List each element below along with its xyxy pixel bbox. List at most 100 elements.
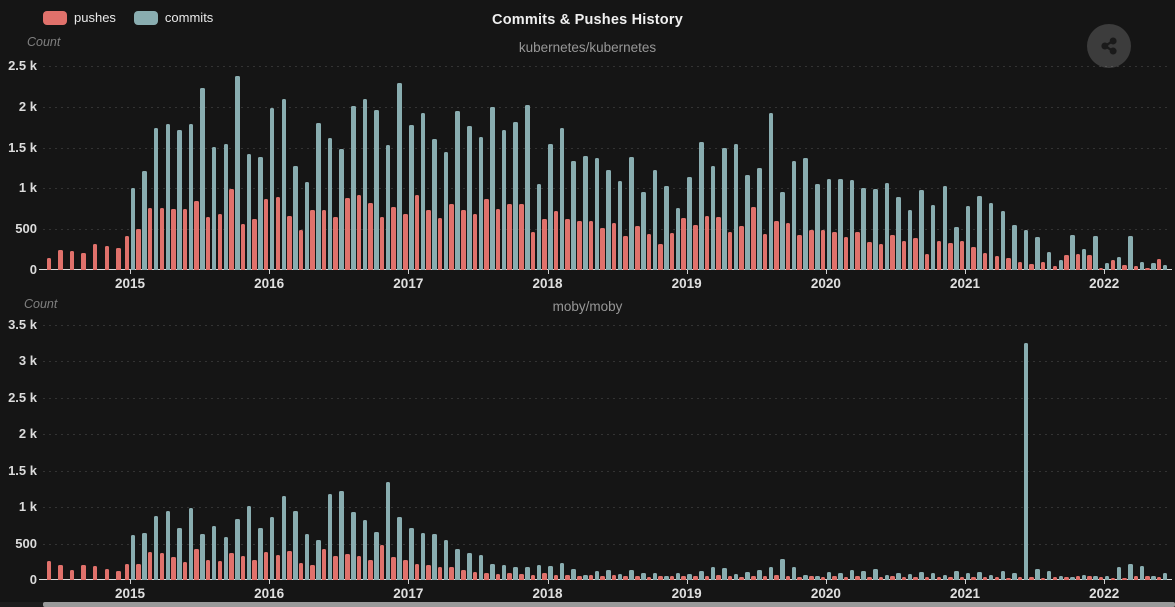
- bar-pushes: [948, 242, 953, 270]
- bar-commits: [826, 571, 832, 580]
- bar-pushes: [104, 245, 110, 270]
- bar-pushes: [751, 206, 756, 270]
- bar-commits: [606, 570, 611, 580]
- bar-pushes: [635, 226, 640, 270]
- bar-commits: [1128, 236, 1133, 270]
- bar-commits: [942, 574, 948, 580]
- bar-pushes: [321, 210, 327, 270]
- bar-pushes: [913, 576, 918, 580]
- bar-pushes: [785, 576, 791, 580]
- bar-commits: [687, 573, 692, 580]
- bar-pushes: [310, 209, 315, 270]
- bar-pushes: [530, 231, 536, 270]
- horizontal-scrollbar-thumb[interactable]: [43, 602, 1175, 607]
- bar-commits: [1081, 574, 1087, 580]
- bar-pushes: [124, 236, 130, 270]
- bar-commits: [965, 573, 971, 580]
- y-axis-label: 2.5 k: [8, 58, 37, 73]
- bar-commits: [188, 508, 194, 580]
- bar-pushes: [46, 561, 52, 580]
- bar-commits: [501, 565, 507, 580]
- bar-commits: [675, 572, 681, 580]
- bar-pushes: [229, 189, 234, 270]
- x-axis-tick: [965, 270, 967, 274]
- bar-commits: [153, 127, 159, 270]
- bar-pushes: [553, 574, 559, 580]
- bar-pushes: [484, 198, 489, 270]
- x-axis-tick: [547, 580, 549, 584]
- y-axis-label: 1.5 k: [8, 139, 37, 155]
- bar-commits: [1139, 565, 1145, 580]
- bar-pushes: [205, 216, 211, 270]
- bar-commits: [954, 227, 959, 270]
- bar-commits: [455, 548, 460, 580]
- bar-pushes: [1156, 576, 1162, 580]
- bar-commits: [513, 566, 518, 580]
- bar-pushes: [275, 554, 280, 580]
- bar-commits: [965, 205, 971, 270]
- y-axis-label: 0: [29, 572, 37, 587]
- bar-pushes: [901, 241, 907, 270]
- bar-pushes: [832, 231, 837, 270]
- x-axis-label: 2016: [254, 276, 285, 291]
- bar-commits: [652, 573, 658, 580]
- bar-pushes: [646, 576, 652, 580]
- bar-pushes: [275, 196, 280, 270]
- bar-pushes: [646, 234, 652, 270]
- bar-pushes: [1052, 577, 1058, 580]
- bar-pushes: [820, 229, 826, 270]
- bar-commits: [815, 184, 820, 270]
- bar-pushes: [971, 247, 976, 270]
- grid-line: [43, 147, 1168, 149]
- legend-item-pushes[interactable]: pushes: [43, 10, 116, 25]
- bar-pushes: [774, 574, 779, 580]
- bar-pushes: [1064, 255, 1069, 270]
- bar-pushes: [426, 565, 431, 580]
- bar-pushes: [762, 576, 768, 580]
- bar-pushes: [1087, 575, 1092, 580]
- bar-pushes: [1017, 261, 1023, 270]
- bar-pushes: [449, 567, 454, 580]
- share-button[interactable]: [1087, 24, 1131, 68]
- bar-pushes: [1017, 577, 1023, 580]
- x-axis-label: 2017: [393, 276, 424, 291]
- bar-pushes: [217, 213, 223, 270]
- bar-commits: [525, 105, 530, 270]
- pushes-swatch-icon: [43, 10, 67, 25]
- bar-commits: [838, 573, 843, 580]
- bar-commits: [675, 207, 681, 270]
- y-axis-label: 0: [29, 262, 37, 277]
- bar-commits: [710, 166, 716, 270]
- bar-commits: [745, 174, 750, 270]
- y-axis-label: 1 k: [18, 180, 37, 196]
- bar-commits: [559, 562, 565, 580]
- bar-commits: [1151, 262, 1156, 270]
- bar-pushes: [542, 219, 547, 270]
- bar-pushes: [704, 576, 710, 580]
- bar-commits: [594, 570, 600, 580]
- x-axis-tick: [965, 580, 967, 584]
- legend-item-commits[interactable]: commits: [133, 10, 213, 25]
- bar-pushes: [298, 229, 304, 270]
- bar-pushes: [321, 548, 327, 580]
- x-axis-label: 2015: [114, 586, 145, 601]
- bar-commits: [1023, 343, 1029, 580]
- bar-pushes: [542, 573, 547, 580]
- bar-commits: [988, 203, 994, 270]
- bar-commits: [791, 567, 797, 580]
- bar-commits: [385, 144, 391, 270]
- bar-commits: [351, 106, 356, 270]
- bar-pushes: [472, 213, 478, 270]
- bar-pushes: [81, 252, 86, 270]
- bar-commits: [861, 188, 866, 270]
- x-axis-label: 2019: [671, 586, 702, 601]
- bar-pushes: [878, 244, 884, 270]
- y-axis-label: 2 k: [18, 98, 37, 114]
- bar-commits: [791, 160, 797, 270]
- bar-commits: [200, 88, 205, 270]
- x-axis-label: 2019: [671, 276, 702, 291]
- bar-pushes: [92, 566, 98, 580]
- bar-pushes: [623, 235, 628, 270]
- bar-commits: [907, 573, 913, 580]
